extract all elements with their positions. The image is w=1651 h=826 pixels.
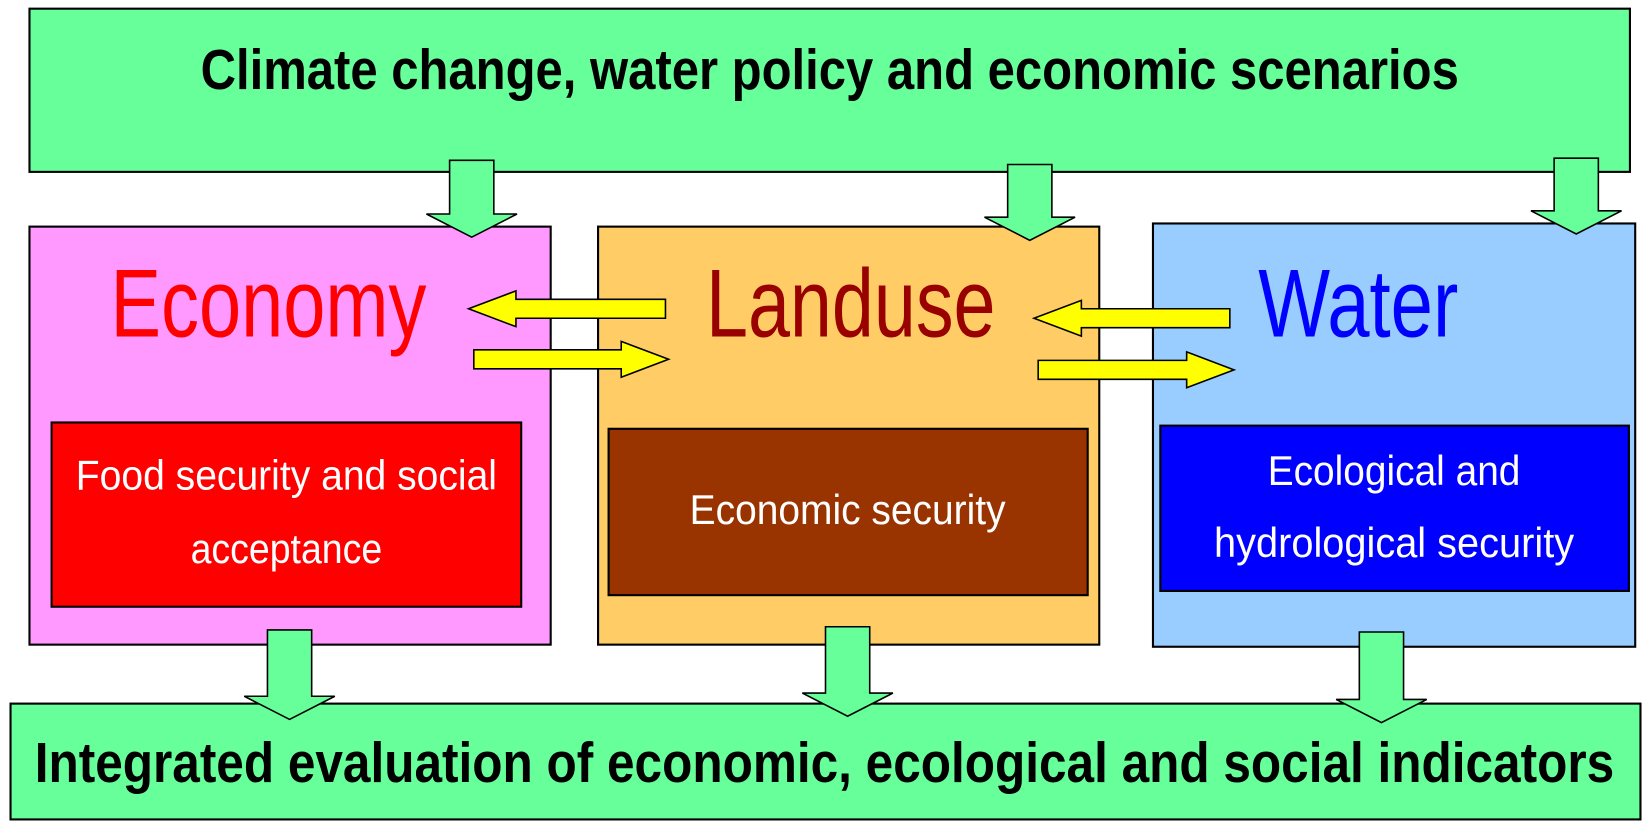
water-security-box [1159, 424, 1630, 592]
landuse-subtitle: Economic security [690, 486, 1006, 533]
flow-arrow [1037, 350, 1237, 389]
flow-arrow [473, 340, 671, 379]
water-subtitle: Ecological and [1268, 447, 1521, 494]
water-title: Water [1258, 248, 1458, 357]
economy-subtitle: acceptance [191, 525, 383, 572]
down-arrow [243, 629, 336, 721]
header-title: Climate change, water policy and economi… [201, 39, 1459, 102]
landuse-title: Landuse [706, 248, 996, 357]
flow-arrow [466, 289, 667, 328]
down-arrow [984, 163, 1076, 242]
scenario-box [28, 7, 1631, 173]
down-arrow [801, 625, 894, 718]
evaluation-box [9, 702, 1642, 821]
economy-title: Economy [111, 248, 427, 357]
down-arrow [1335, 631, 1428, 724]
economy-security-box [50, 421, 523, 608]
footer-title: Integrated evaluation of economic, ecolo… [35, 732, 1614, 795]
flow-arrow [1031, 299, 1231, 338]
economy-subtitle: Food security and social [76, 451, 497, 498]
down-arrow [426, 159, 518, 239]
down-arrow [1530, 157, 1622, 235]
water-subtitle: hydrological security [1214, 519, 1574, 566]
landuse-security-box [607, 427, 1089, 597]
